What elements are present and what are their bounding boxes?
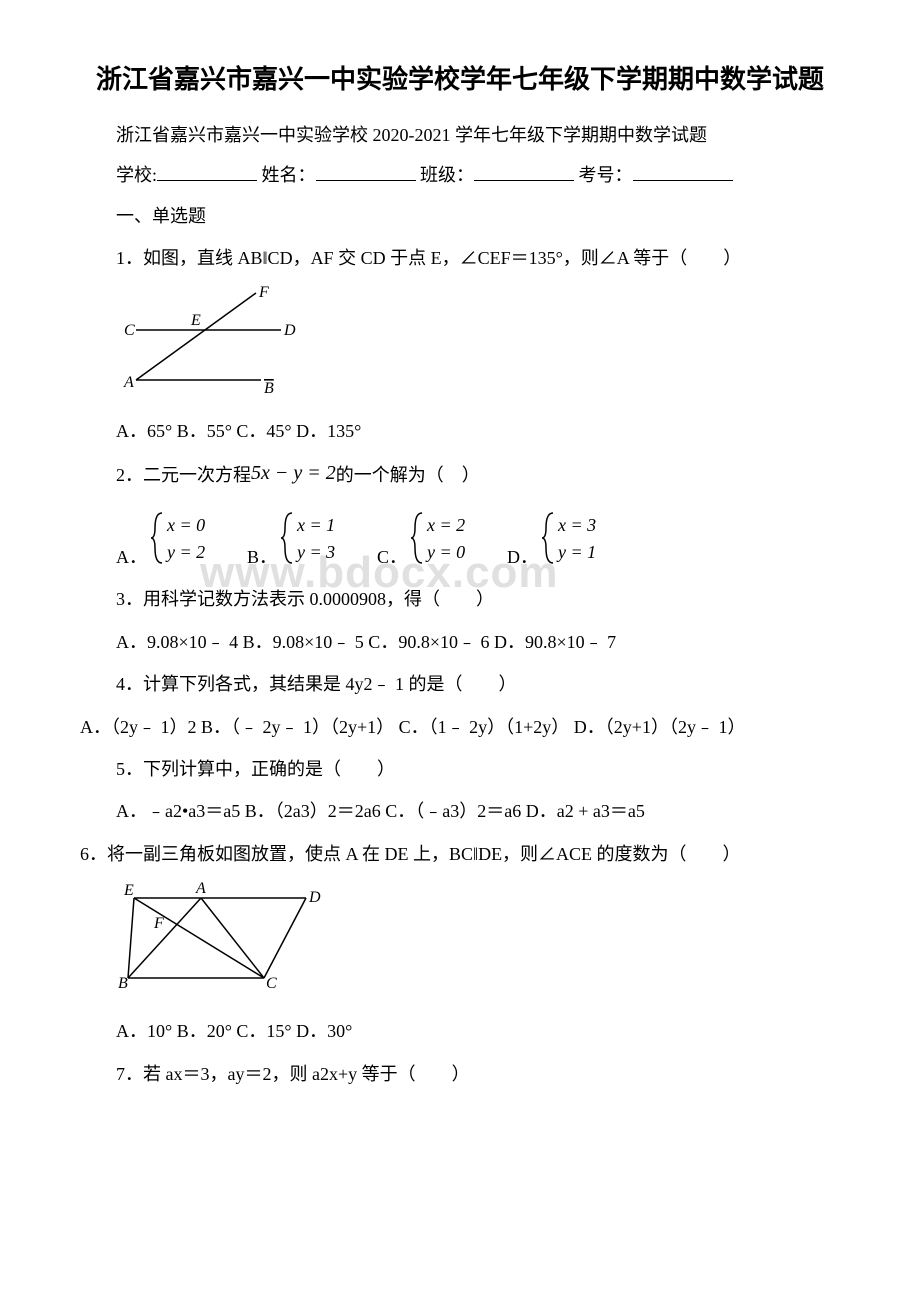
q4-text: 4．计算下列各式，其结果是 4y2﹣ 1 的是（ ） [80,668,840,700]
brace-icon: x = 0 y = 2 [147,503,227,573]
q1-opt-a: A．65° [116,421,172,441]
q2c-eq1: x = 2 [426,515,465,535]
q6-text: 6．将一副三角板如图放置，使点 A 在 DE 上，BC‖DE，则∠ACE 的度数… [80,838,840,870]
svg-text:C: C [124,322,135,339]
svg-text:A: A [123,374,134,391]
brace-icon: x = 1 y = 3 [277,503,357,573]
brace-icon: x = 2 y = 0 [407,503,487,573]
q2-opt-c-label: C． [377,541,407,573]
svg-text:D: D [308,889,321,906]
q5-options: A．﹣a2•a3＝a5 B．（2a3）2＝2a6 C．（﹣a3）2＝a6 D．a… [80,795,840,827]
q2-opt-a-label: A． [116,541,147,573]
q3-options: A．9.08×10﹣ 4 B．9.08×10﹣ 5 C．90.8×10﹣ 6 D… [80,626,840,658]
section-1-heading: 一、单选题 [80,200,840,232]
svg-text:F: F [153,915,164,932]
q2-opt-c: C． x = 2 y = 0 [377,503,487,573]
q2d-eq2: y = 1 [556,542,596,562]
q6-options: A．10° B．20° C．15° D．30° [80,1015,840,1047]
q2-text-part1: 2．二元一次方程 [116,465,251,485]
q2b-eq1: x = 1 [296,515,335,535]
q2d-eq1: x = 3 [557,515,596,535]
q2-opt-d-label: D． [507,541,538,573]
q1-figure: C D E F A B [116,285,840,405]
q5-text: 5．下列计算中，正确的是（ ） [80,753,840,785]
class-blank [474,162,574,181]
id-blank [633,162,733,181]
name-label: 姓名： [262,165,316,185]
q2a-eq1: x = 0 [166,515,205,535]
school-label: 学校: [116,165,157,185]
svg-text:E: E [123,882,134,899]
page-title: 浙江省嘉兴市嘉兴一中实验学校学年七年级下学期期中数学试题 [80,60,840,99]
q2c-eq2: y = 0 [425,542,465,562]
q2-text: 2．二元一次方程5x − y = 2的一个解为（ ） [80,457,840,493]
q1-options: A．65° B．55° C．45° D．135° [80,415,840,447]
id-label: 考号： [579,165,633,185]
q1-opt-d: D．135° [296,421,361,441]
q2-opt-a: A． x = 0 y = 2 [116,503,227,573]
svg-text:D: D [283,322,296,339]
q2b-eq2: y = 3 [295,542,335,562]
subtitle: 浙江省嘉兴市嘉兴一中实验学校 2020-2021 学年七年级下学期期中数学试题 [80,119,840,151]
q2a-eq2: y = 2 [165,542,205,562]
q1-opt-b: B．55° [177,421,232,441]
svg-text:A: A [195,880,206,897]
name-blank [316,162,416,181]
q2-text-part2: 的一个解为（ ） [336,465,480,485]
svg-text:C: C [266,975,277,992]
q2-equation: 5x − y = 2 [251,462,336,484]
q4-options: A．（2y﹣ 1）2 B．（﹣ 2y﹣ 1）（2y+1） C．（1﹣ 2y）（1… [80,711,840,743]
q2-opt-b-label: B． [247,541,277,573]
brace-icon: x = 3 y = 1 [538,503,618,573]
q7-text: 7．若 ax＝3，ay＝2，则 a2x+y 等于（ ） [80,1058,840,1090]
school-blank [157,162,257,181]
q1-svg: C D E F A B [116,285,296,395]
svg-text:F: F [258,285,269,301]
q6-figure: E A D F B C [116,880,840,1005]
q1-text: 1．如图，直线 AB‖CD，AF 交 CD 于点 E，∠CEF＝135°，则∠A… [80,242,840,274]
q1-opt-c: C．45° [236,421,291,441]
q2-options-container: www.bdocx.com A． x = 0 y = 2 B． x = 1 y … [80,503,840,573]
q2-opt-b: B． x = 1 y = 3 [247,503,357,573]
svg-text:E: E [190,312,201,329]
q6-svg: E A D F B C [116,880,336,995]
class-label: 班级： [420,165,474,185]
svg-text:B: B [264,380,274,395]
student-info-line: 学校: 姓名： 班级： 考号： [80,159,840,191]
svg-text:B: B [118,975,128,992]
q2-opt-d: D． x = 3 y = 1 [507,503,618,573]
